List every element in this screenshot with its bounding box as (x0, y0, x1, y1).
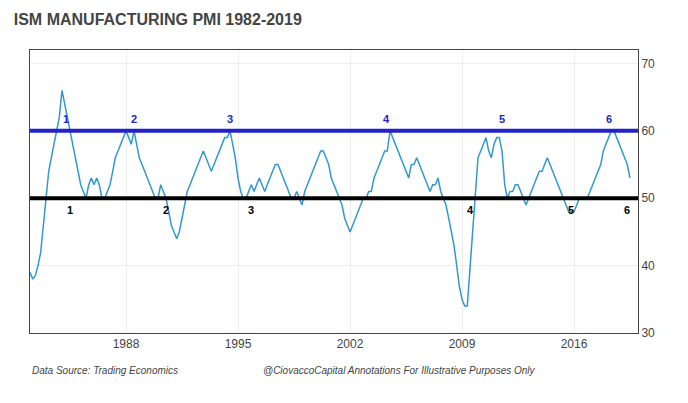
svg-text:2016: 2016 (561, 337, 588, 351)
svg-text:6: 6 (624, 204, 630, 216)
svg-text:1: 1 (67, 204, 73, 216)
svg-text:40: 40 (641, 259, 655, 273)
svg-text:60: 60 (641, 124, 655, 138)
svg-text:50: 50 (641, 191, 655, 205)
svg-text:30: 30 (641, 326, 655, 340)
svg-text:2: 2 (163, 204, 169, 216)
svg-text:2009: 2009 (449, 337, 476, 351)
svg-text:3: 3 (248, 204, 254, 216)
svg-text:4: 4 (467, 204, 474, 216)
svg-text:70: 70 (641, 57, 655, 71)
svg-text:1995: 1995 (225, 337, 252, 351)
svg-text:6: 6 (606, 113, 612, 125)
svg-text:5: 5 (568, 204, 574, 216)
svg-text:2: 2 (131, 113, 137, 125)
svg-text:3: 3 (227, 113, 233, 125)
svg-text:1: 1 (63, 113, 69, 125)
svg-text:ISM MANUFACTURING PMI 1982-201: ISM MANUFACTURING PMI 1982-2019 (14, 11, 302, 28)
svg-text:@CiovaccoCapital Annotations F: @CiovaccoCapital Annotations For Illustr… (263, 365, 536, 376)
svg-text:1988: 1988 (113, 337, 140, 351)
svg-text:5: 5 (499, 113, 505, 125)
svg-text:2002: 2002 (337, 337, 364, 351)
svg-text:4: 4 (383, 113, 390, 125)
svg-text:Data Source: Trading Economics: Data Source: Trading Economics (32, 365, 178, 376)
